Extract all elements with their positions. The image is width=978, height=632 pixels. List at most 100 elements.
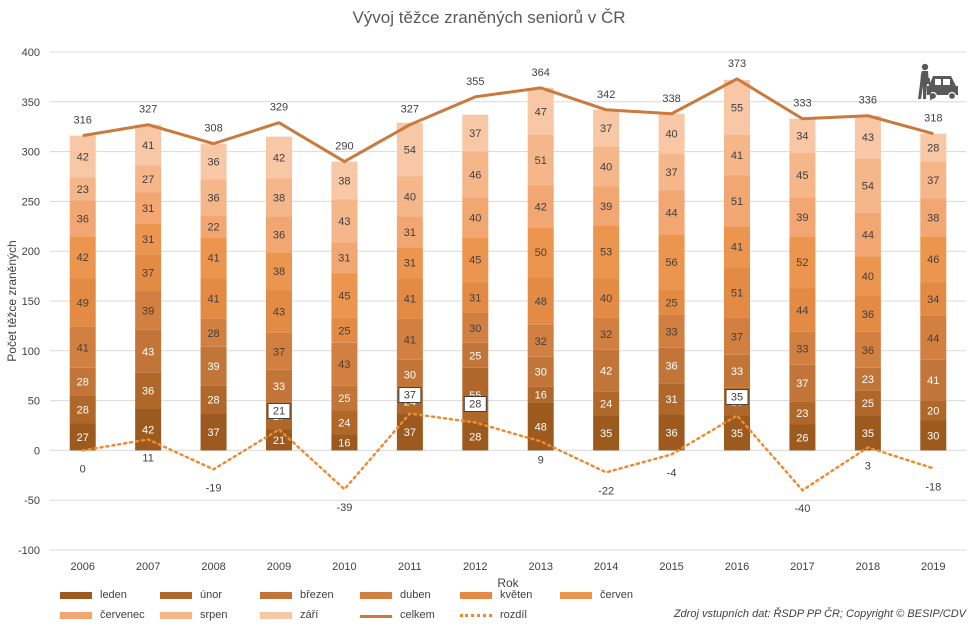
bar-segment (593, 415, 620, 451)
bar-segment (462, 422, 489, 451)
bar-segment (396, 318, 423, 360)
bar-value-label: 37 (404, 427, 416, 439)
diff-value-label: 0 (80, 463, 86, 475)
bar-segment (331, 273, 358, 318)
legend-label: květen (500, 589, 533, 601)
bar-value-label: 33 (796, 343, 808, 355)
bar-segment (724, 267, 750, 318)
bar-segment (920, 400, 947, 421)
bar-segment (135, 372, 162, 409)
bar-value-label: 35 (862, 428, 874, 440)
x-tick-label: 2014 (594, 561, 618, 573)
bar-value-label: 46 (469, 170, 481, 182)
legend-label: rozdíl (500, 609, 527, 621)
bar-value-label: 40 (404, 191, 416, 203)
x-tick-label: 2016 (725, 561, 749, 573)
series-line-rozdil (81, 412, 935, 492)
bar-value-label: 31 (142, 234, 154, 246)
bar-value-label: 40 (600, 293, 612, 305)
bar-value-label: 28 (469, 431, 481, 443)
legend-label: leden (100, 589, 127, 601)
bar-segment (331, 410, 358, 435)
bar-segment (658, 190, 685, 235)
bar-segment (69, 423, 96, 451)
diff-value-label: -19 (206, 482, 222, 494)
bar-segment (266, 136, 292, 179)
bar-segment (69, 236, 96, 279)
x-tick-label: 2009 (267, 561, 291, 573)
bar-value-label: 36 (273, 229, 285, 241)
bar-value-label: 26 (796, 432, 808, 444)
bar-value-label: 25 (862, 398, 874, 410)
bar-value-label: 41 (927, 375, 939, 387)
bar-segment (462, 342, 489, 368)
bar-value-label: 32 (600, 329, 612, 341)
diff-label-box (463, 396, 487, 413)
y-axis-label: Počet těžce zraněných (5, 240, 19, 361)
bar-segment (920, 282, 947, 316)
bar-value-label: 33 (665, 326, 677, 338)
bar-value-label: 46 (927, 254, 939, 266)
legend-swatch (160, 612, 192, 619)
bar-segment (396, 413, 423, 451)
bar-segment (266, 332, 292, 370)
bar-segment (593, 317, 620, 350)
legend-label: srpen (200, 609, 228, 621)
diff-value-label: 3 (865, 460, 871, 472)
bar-value-label: 31 (665, 394, 677, 406)
bar-segment (462, 367, 489, 423)
bar-value-label: 37 (142, 268, 154, 280)
bar-segment (266, 216, 292, 253)
bar-segment (527, 87, 554, 135)
legend-label: červen (600, 589, 634, 601)
bar-segment (331, 161, 358, 200)
diff-value-label: -40 (794, 503, 810, 515)
y-tick-label: 250 (22, 196, 40, 208)
legend-swatch (60, 612, 92, 619)
bar-value-label: 42 (77, 252, 89, 264)
bar-value-label: 36 (207, 192, 219, 204)
bar-segment (789, 401, 816, 425)
bar-value-label: 40 (600, 162, 612, 174)
bar-value-label: 39 (796, 212, 808, 224)
bar-segment (462, 312, 489, 343)
bar-segment (789, 236, 816, 289)
bar-value-label: 45 (338, 291, 350, 303)
bar-value-label: 41 (77, 342, 89, 354)
bar-segment (920, 359, 947, 401)
bar-segment (462, 197, 489, 238)
bar-segment (527, 134, 554, 186)
bar-segment (593, 225, 620, 279)
bar-value-label: 28 (77, 377, 89, 389)
bar-value-label: 42 (77, 152, 89, 164)
bar-segment (396, 278, 423, 319)
bar-segment (266, 290, 292, 333)
bar-segment (920, 420, 947, 451)
bar-segment (331, 199, 358, 243)
bar-segment (331, 242, 358, 274)
bar-segment (854, 158, 881, 213)
total-value-label: 316 (74, 115, 92, 127)
bar-value-label: 27 (77, 432, 89, 444)
bar-value-label: 25 (665, 297, 677, 309)
bar-segment (200, 385, 227, 414)
bar-value-label: 28 (927, 143, 939, 155)
bar-value-label: 25 (338, 393, 350, 405)
legend-swatch (360, 592, 392, 599)
bar-segment (527, 356, 554, 387)
senior-pedestrian-car-icon (915, 62, 959, 102)
bar-value-label: 47 (535, 106, 547, 118)
bar-value-label: 44 (665, 207, 677, 219)
bar-value-label: 44 (796, 305, 808, 317)
total-value-label: 364 (532, 67, 550, 79)
x-tick-label: 2015 (659, 561, 683, 573)
bar-value-label: 51 (731, 196, 743, 208)
bar-value-label: 48 (535, 421, 547, 433)
bar-value-label: 51 (535, 155, 547, 167)
bar-segment (854, 390, 881, 416)
x-tick-label: 2013 (528, 561, 552, 573)
legend-swatch (460, 592, 492, 599)
bar-value-label: 24 (338, 418, 350, 430)
bar-value-label: 31 (338, 253, 350, 265)
